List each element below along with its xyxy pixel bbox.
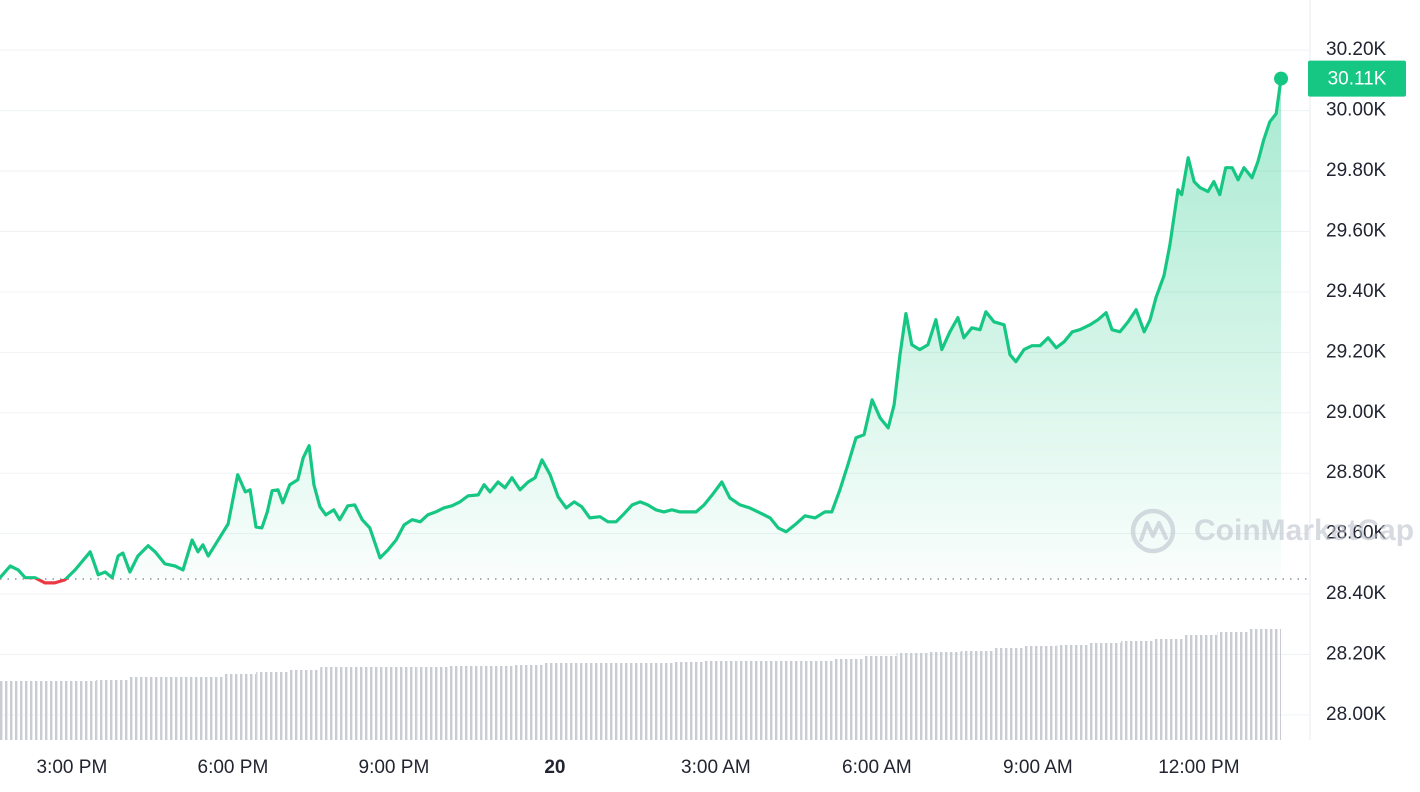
volume-bar: [704, 661, 737, 740]
volume-bar: [96, 680, 129, 740]
y-tick-label: 28.80K: [1326, 462, 1387, 483]
volume-bar: [64, 681, 97, 740]
y-tick-label: 29.20K: [1326, 341, 1387, 362]
volume-bar: [32, 681, 65, 740]
watermark-text: CoinMarketCap: [1194, 514, 1414, 547]
price-tag-label: 30.11K: [1328, 69, 1387, 90]
x-tick-label: 9:00 AM: [1003, 757, 1073, 778]
x-tick-label: 20: [544, 757, 565, 778]
volume-bar: [1248, 629, 1282, 740]
price-line: [0, 77, 1283, 585]
volume-bar: [672, 662, 705, 740]
y-tick-label: 30.20K: [1326, 39, 1387, 60]
price-area: [0, 78, 1281, 583]
y-tick-label: 29.60K: [1326, 220, 1387, 241]
volume-bar: [992, 648, 1025, 740]
watermark-logo: [1130, 508, 1176, 554]
x-tick-label: 9:00 PM: [359, 757, 430, 778]
volume-bar: [768, 661, 801, 740]
volume-bar: [576, 663, 609, 740]
volume-bar: [928, 652, 961, 740]
y-tick-label: 28.20K: [1326, 644, 1387, 665]
volume-bar: [1088, 643, 1121, 740]
volume-bar: [416, 667, 449, 740]
volume-bar: [1152, 639, 1185, 740]
volume-bar: [832, 659, 865, 740]
last-point: [1274, 71, 1289, 86]
volume-bar: [160, 677, 193, 740]
volume-bar: [864, 656, 897, 740]
price-tag: [1308, 60, 1406, 97]
watermark: CoinMarketCap: [1130, 508, 1414, 554]
volume-bar: [544, 663, 577, 740]
y-tick-label: 29.00K: [1326, 402, 1387, 423]
y-tick-label: 28.60K: [1326, 523, 1387, 544]
volume-bar: [960, 651, 993, 740]
x-tick-label: 6:00 AM: [842, 757, 912, 778]
x-tick-label: 3:00 PM: [37, 757, 108, 778]
volume-bar: [1024, 646, 1057, 740]
volume-bar: [1184, 635, 1217, 740]
y-tick-label: 28.00K: [1326, 704, 1387, 725]
volume-bar: [608, 663, 641, 740]
volume-bar: [288, 670, 321, 740]
x-tick-label: 6:00 PM: [198, 757, 269, 778]
volume-bar: [224, 674, 257, 740]
volume-bar: [384, 667, 417, 740]
volume-bar: [1120, 641, 1153, 740]
x-tick-label: 3:00 AM: [681, 757, 751, 778]
volume-bar: [0, 681, 33, 740]
y-tick-label: 29.80K: [1326, 160, 1387, 181]
volume-bar: [1056, 645, 1089, 740]
volume-bar: [1216, 632, 1249, 740]
volume-bar: [352, 667, 385, 740]
y-tick-label: 30.00K: [1326, 100, 1387, 121]
x-tick-label: 12:00 PM: [1158, 757, 1239, 778]
watermark-logo-mark: [1139, 521, 1168, 542]
y-tick-label: 28.40K: [1326, 583, 1387, 604]
volume-bar: [256, 672, 289, 740]
volume-bar: [640, 663, 673, 740]
y-tick-label: 29.40K: [1326, 281, 1387, 302]
volume-bar: [192, 677, 225, 740]
volume-bar: [448, 666, 481, 740]
volume-bar: [480, 666, 513, 740]
volume-bar: [512, 665, 545, 740]
volume-bar: [736, 661, 769, 740]
volume-bar: [128, 677, 161, 740]
volume-bar: [320, 667, 353, 740]
volume-bar: [896, 653, 929, 740]
volume-bar: [800, 661, 833, 740]
